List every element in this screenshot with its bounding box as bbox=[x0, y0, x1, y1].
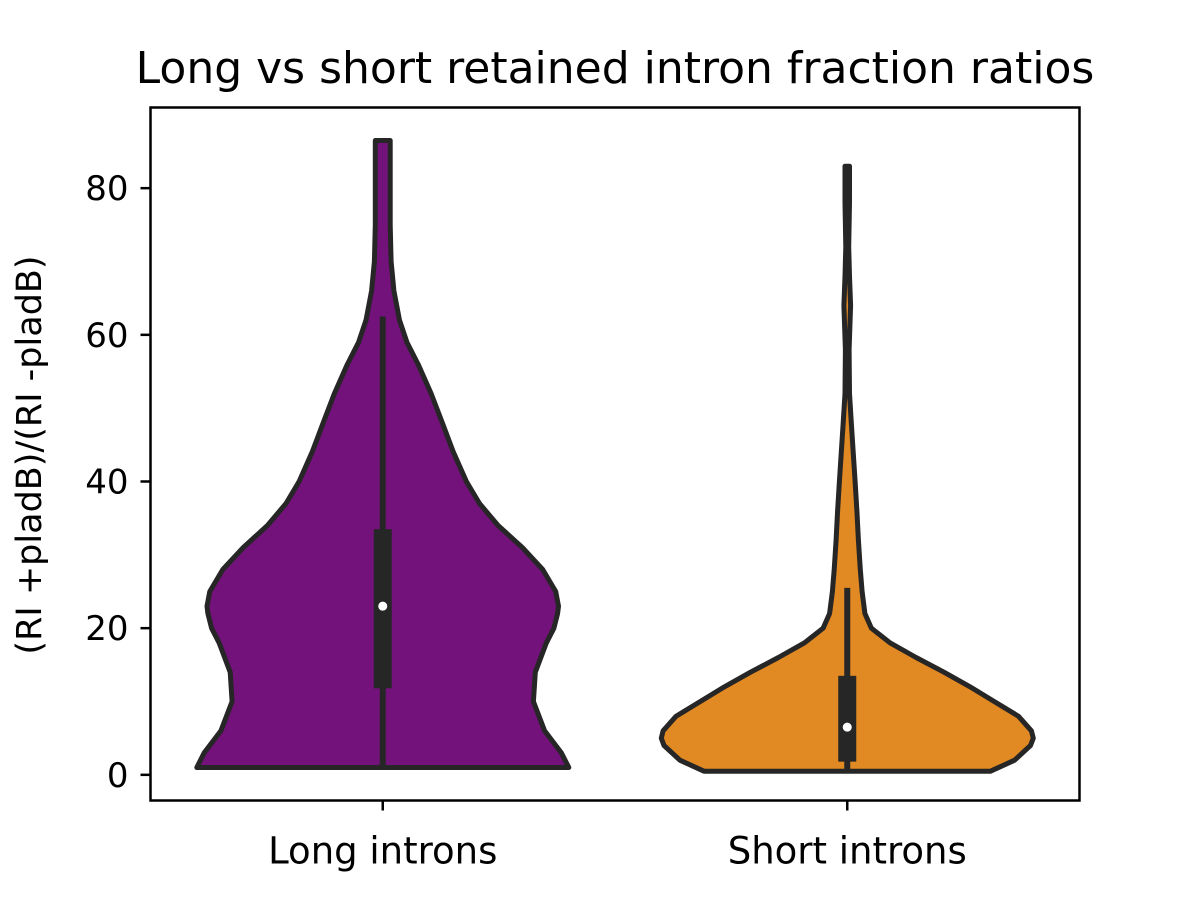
violin-median-dot bbox=[842, 722, 852, 732]
x-axis: Long introns Short introns bbox=[268, 800, 967, 873]
x-tick-label: Long introns bbox=[268, 830, 497, 873]
x-tick-label: Short introns bbox=[728, 830, 967, 873]
violin-short-introns bbox=[658, 163, 1036, 774]
violin-body bbox=[658, 163, 1036, 774]
violin-median-dot bbox=[378, 601, 388, 611]
chart-title: Long vs short retained intron fraction r… bbox=[136, 43, 1095, 94]
y-tick-label: 60 bbox=[85, 316, 128, 356]
violin-iqr-box bbox=[838, 675, 857, 762]
y-tick-label: 0 bbox=[107, 756, 129, 796]
y-tick-label: 40 bbox=[85, 463, 128, 503]
y-axis-label: (RI +pladB)/(RI -pladB) bbox=[10, 255, 50, 654]
y-axis: 0 20 40 60 80 bbox=[85, 169, 151, 796]
violins-layer bbox=[194, 138, 1036, 774]
plot-frame bbox=[149, 106, 1081, 802]
y-tick-label: 80 bbox=[85, 169, 128, 209]
violin-long-introns bbox=[194, 138, 572, 770]
y-tick-label: 20 bbox=[85, 609, 128, 649]
